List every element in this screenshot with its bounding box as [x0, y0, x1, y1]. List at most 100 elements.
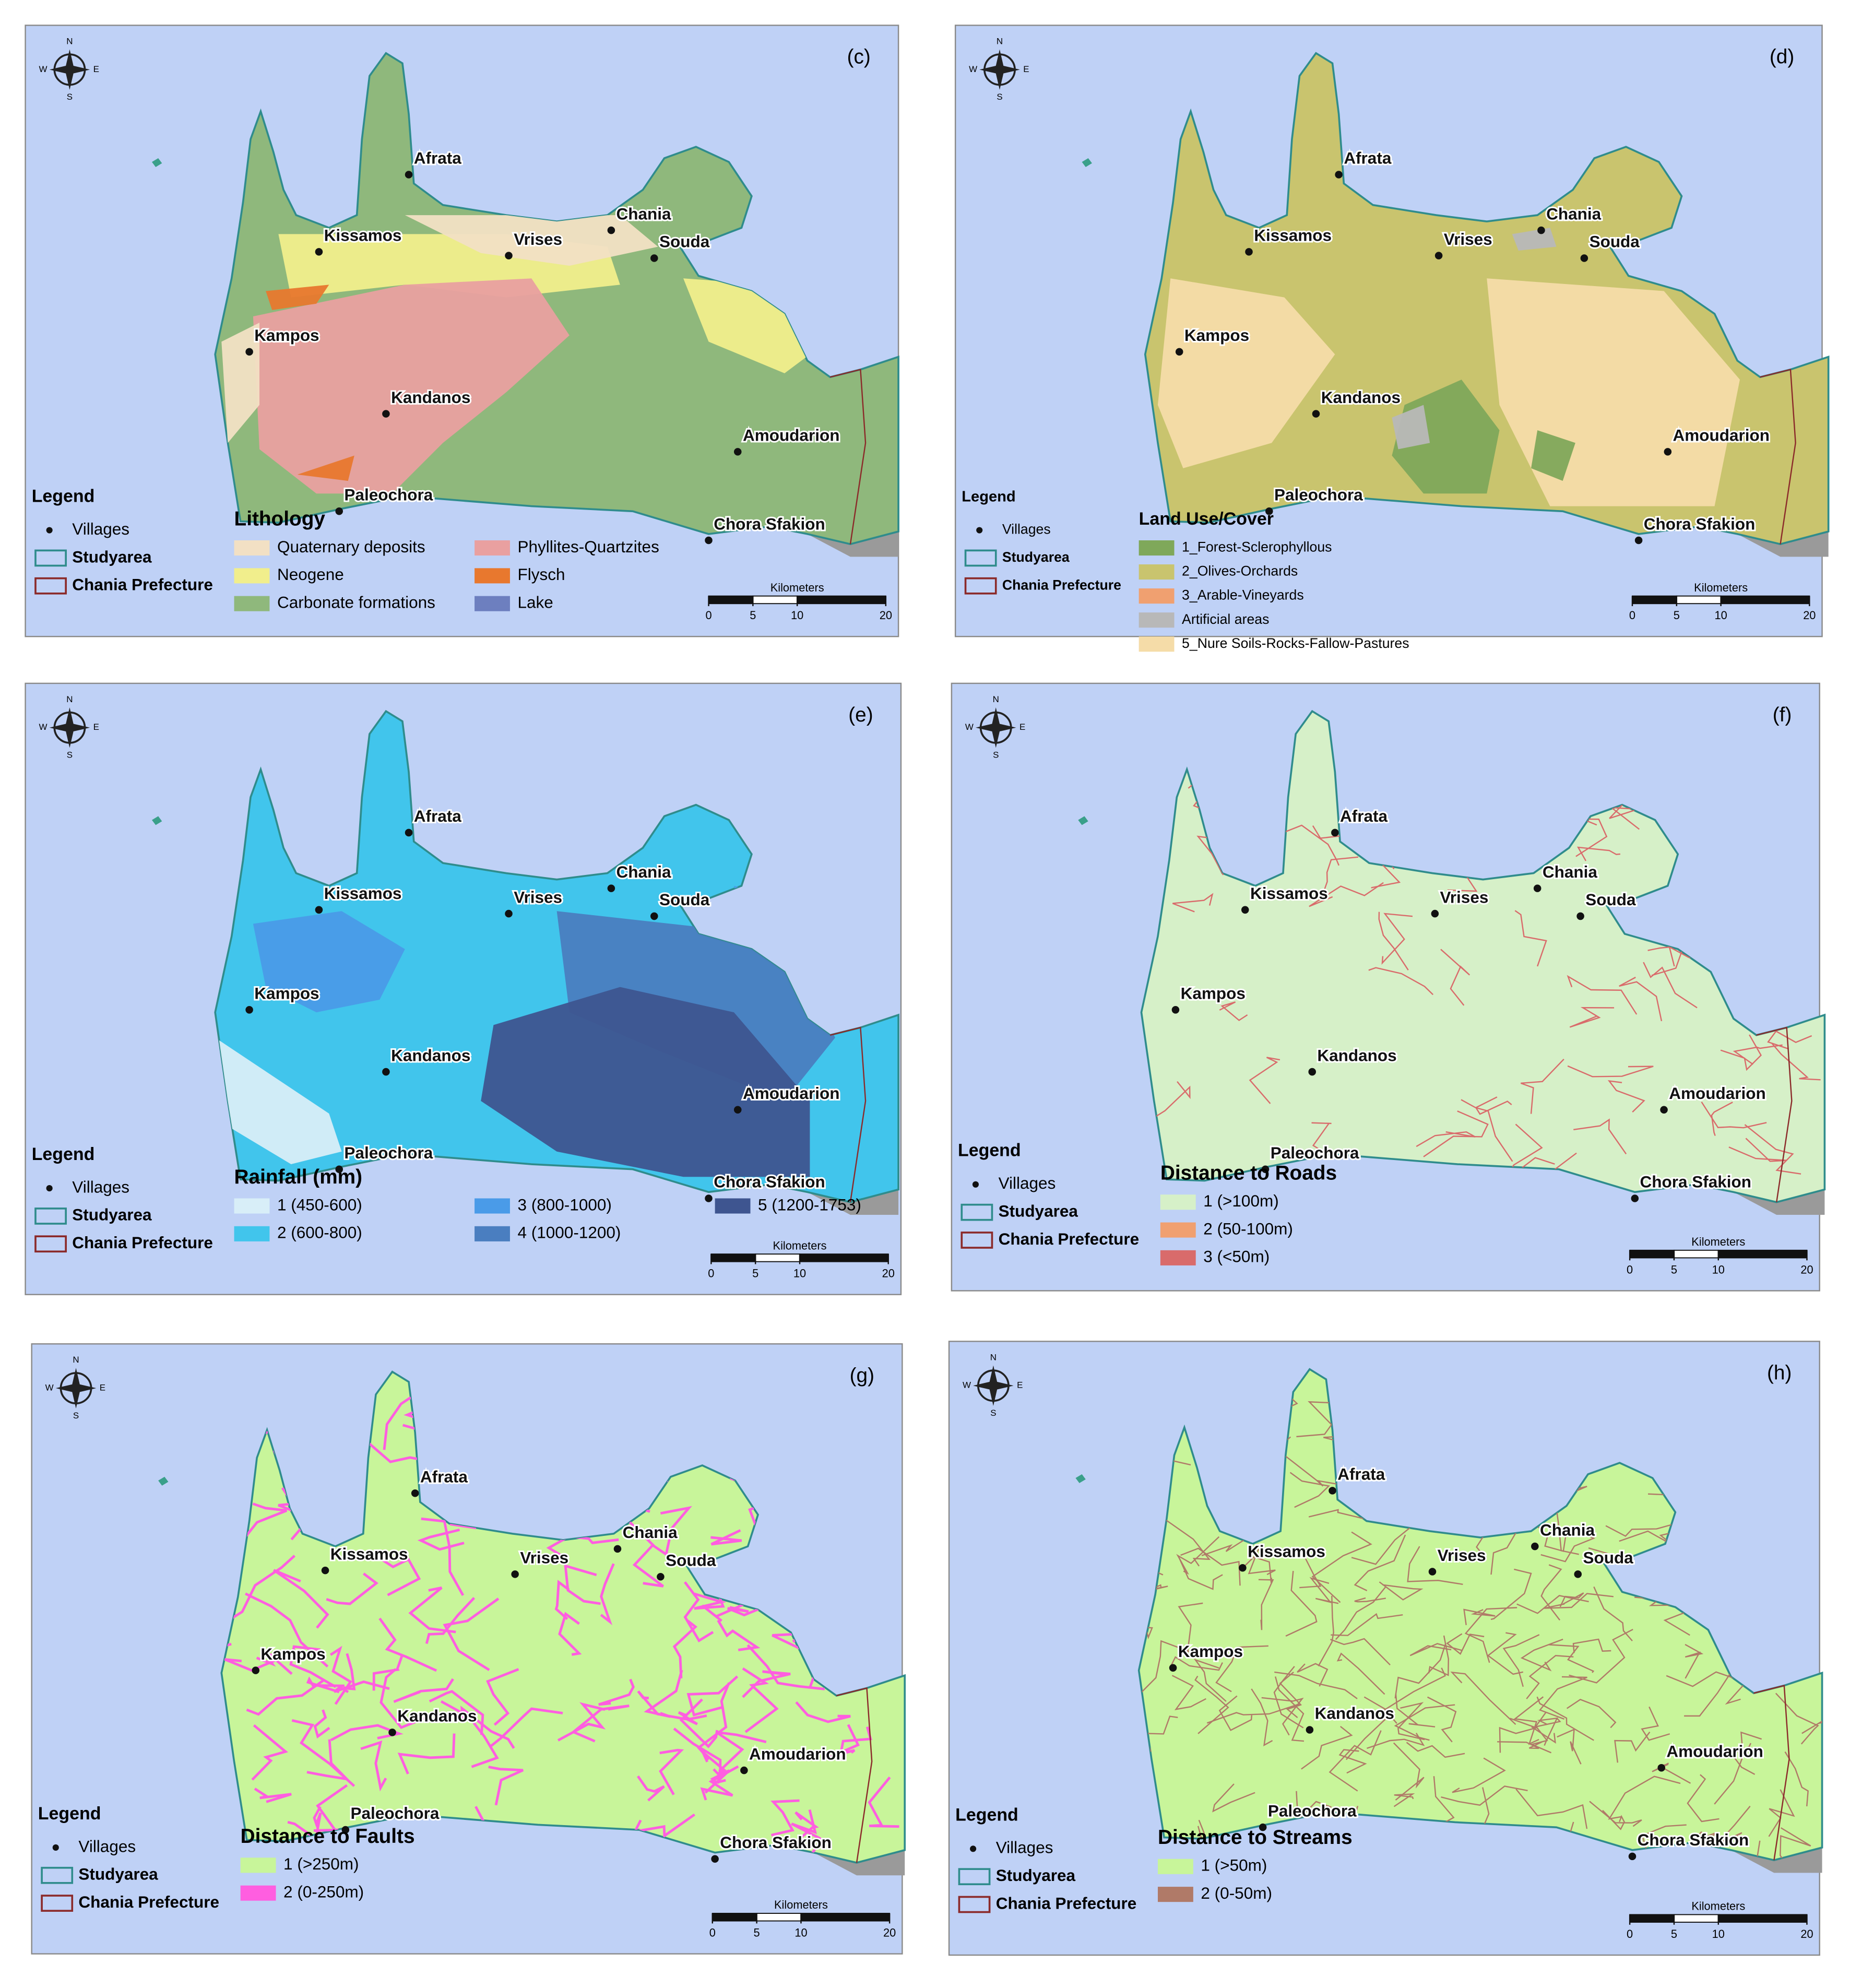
- linear-feature: [1162, 1517, 1211, 1567]
- legend-swatch: [1160, 1222, 1196, 1238]
- legend-prefecture-swatch: [34, 1235, 67, 1253]
- scale-segment: [1720, 595, 1810, 605]
- legend-class: 5 (1200-1753): [758, 1195, 861, 1214]
- linear-feature: [1379, 1581, 1424, 1601]
- linear-feature: [1393, 1793, 1415, 1807]
- linear-feature: [1378, 912, 1409, 971]
- linear-feature: [1461, 1099, 1513, 1162]
- layer-title: Distance to Streams: [1158, 1826, 1353, 1849]
- legend-studyarea: Studyarea: [78, 1865, 158, 1884]
- linear-feature: [1526, 1654, 1574, 1699]
- linear-feature: [489, 1707, 563, 1748]
- village: [1335, 171, 1343, 179]
- linear-feature: [1775, 1693, 1819, 1745]
- linear-feature: [1685, 1643, 1704, 1679]
- island-layers: [1158, 228, 1740, 506]
- village-name: Kampos: [1181, 984, 1246, 1003]
- village: [1631, 1194, 1639, 1202]
- village-name: Souda: [1590, 232, 1640, 251]
- linear-feature: [1559, 1592, 1584, 1607]
- linear-feature: [557, 1702, 606, 1742]
- scale-segment: [710, 1253, 756, 1262]
- village: [1259, 1823, 1267, 1831]
- legend-class: 1 (>250m): [283, 1854, 359, 1873]
- legend-swatch: [475, 596, 510, 611]
- linear-feature: [1652, 1762, 1691, 1784]
- linear-feature: [313, 1709, 330, 1739]
- legend-studyarea-swatch: [958, 1868, 991, 1886]
- linear-feature: [1569, 1007, 1615, 1028]
- legend-studyarea-swatch: [960, 1203, 993, 1221]
- scale-tick-label: 20: [1803, 609, 1816, 622]
- island: [220, 1370, 906, 1864]
- compass-n: N: [997, 36, 1003, 46]
- linear-feature: [678, 1711, 707, 1725]
- village: [505, 909, 513, 918]
- panel-label: (g): [850, 1364, 874, 1387]
- village: [1434, 252, 1443, 259]
- village: [245, 1006, 253, 1014]
- linear-feature: [702, 1751, 727, 1776]
- village-name: Vrises: [1438, 1546, 1486, 1565]
- village-name: Vrises: [1440, 888, 1489, 906]
- legend-prefecture: Chania Prefecture: [1002, 577, 1121, 593]
- linear-feature: [1602, 1809, 1626, 1830]
- compass-w: W: [965, 722, 974, 732]
- linear-feature: [417, 1528, 465, 1551]
- village: [1628, 1852, 1636, 1861]
- compass-star: [973, 1365, 1014, 1406]
- village-name: Souda: [666, 1551, 716, 1569]
- village-name: Chania: [1540, 1520, 1595, 1539]
- linear-feature: [710, 1529, 742, 1546]
- linear-feature: [1285, 1570, 1318, 1637]
- village: [1580, 254, 1588, 262]
- village: [650, 912, 658, 920]
- village: [705, 536, 713, 545]
- linear-feature: [1194, 1675, 1229, 1734]
- linear-feature: [1440, 949, 1470, 1006]
- linear-feature: [254, 1788, 292, 1803]
- linear-feature: [1566, 1698, 1617, 1729]
- compass-n: N: [66, 36, 73, 46]
- linear-feature: [1274, 1671, 1358, 1699]
- village-name: Kissamos: [324, 884, 402, 903]
- map-panel: N S E W (h) Afrata Kissamos Vrises Chania Souda Ka…: [948, 1341, 1823, 1956]
- linear-feature: [633, 1813, 695, 1838]
- linear-feature: [1172, 893, 1214, 913]
- legend-studyarea: Studyarea: [72, 547, 152, 566]
- legend-class: Phyllites-Quartzites: [517, 537, 659, 556]
- panel-label: (c): [847, 46, 871, 68]
- class-area: [1512, 228, 1557, 251]
- linear-feature: [1768, 1789, 1795, 1837]
- village-name: Kampos: [1184, 326, 1249, 345]
- linear-feature: [1311, 1531, 1372, 1603]
- legend-villages: Villages: [72, 1177, 129, 1196]
- linear-feature: [1381, 913, 1413, 965]
- scale-segment: [756, 1913, 802, 1922]
- scale-tick-label: 5: [1671, 1927, 1677, 1940]
- village-name: Afrata: [414, 807, 462, 825]
- linear-feature: [1261, 1697, 1304, 1736]
- village: [1657, 1764, 1666, 1772]
- village: [1574, 1570, 1582, 1578]
- class-area: [297, 455, 354, 481]
- linear-feature: [1139, 1715, 1178, 1737]
- village-name: Vrises: [1444, 230, 1492, 249]
- islet: [1075, 1474, 1086, 1483]
- linear-feature: [1643, 962, 1698, 1009]
- village: [505, 252, 513, 259]
- village-name: Afrata: [1340, 807, 1388, 825]
- village: [1241, 906, 1249, 914]
- village: [705, 1194, 713, 1202]
- linear-feature: [1714, 1805, 1751, 1851]
- compass-s: S: [997, 92, 1002, 102]
- linear-feature: [1607, 1080, 1645, 1113]
- linear-feature: [1394, 1643, 1446, 1699]
- village: [1634, 536, 1643, 545]
- village: [315, 248, 323, 256]
- village: [1245, 248, 1253, 256]
- scale-tick-label: 5: [754, 1926, 760, 1939]
- legend-studyarea: Studyarea: [72, 1205, 152, 1224]
- legend-swatch: [234, 596, 270, 611]
- scale-tick-label: 20: [882, 1267, 895, 1280]
